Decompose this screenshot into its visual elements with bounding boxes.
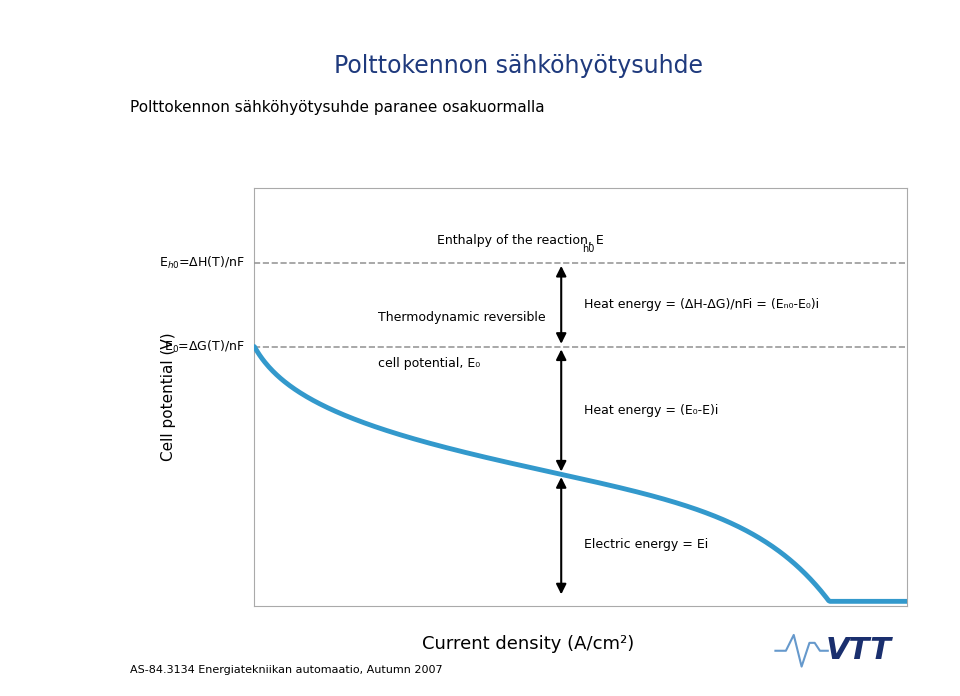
Text: Heat energy = (ΔH-ΔG)/nFi = (Eₙ₀-E₀)i: Heat energy = (ΔH-ΔG)/nFi = (Eₙ₀-E₀)i [584,299,819,311]
Text: Polttokennon sähköhyötysuhde paranee osakuormalla: Polttokennon sähköhyötysuhde paranee osa… [130,100,544,116]
Text: Cell potential (V): Cell potential (V) [160,333,176,461]
Text: h0: h0 [582,244,594,254]
Text: Polttokennon sähköhyötysuhde: Polttokennon sähköhyötysuhde [334,54,703,78]
Text: E$_{h0}$=ΔH(T)/nF: E$_{h0}$=ΔH(T)/nF [159,255,245,271]
Text: Heat energy = (E₀-E)i: Heat energy = (E₀-E)i [584,404,718,417]
Text: AS-84.3134 Energiatekniikan automaatio, Autumn 2007: AS-84.3134 Energiatekniikan automaatio, … [130,665,443,674]
Text: VTT: VTT [826,636,892,665]
Text: Thermodynamic reversible: Thermodynamic reversible [378,311,546,324]
Text: Current density (A/cm²): Current density (A/cm²) [422,635,635,653]
Text: cell potential, E₀: cell potential, E₀ [378,357,481,370]
Text: E$_{0}$=ΔG(T)/nF: E$_{0}$=ΔG(T)/nF [164,338,245,355]
Text: Enthalpy of the reaction, E: Enthalpy of the reaction, E [437,234,604,246]
Text: Electric energy = Ei: Electric energy = Ei [584,537,708,551]
